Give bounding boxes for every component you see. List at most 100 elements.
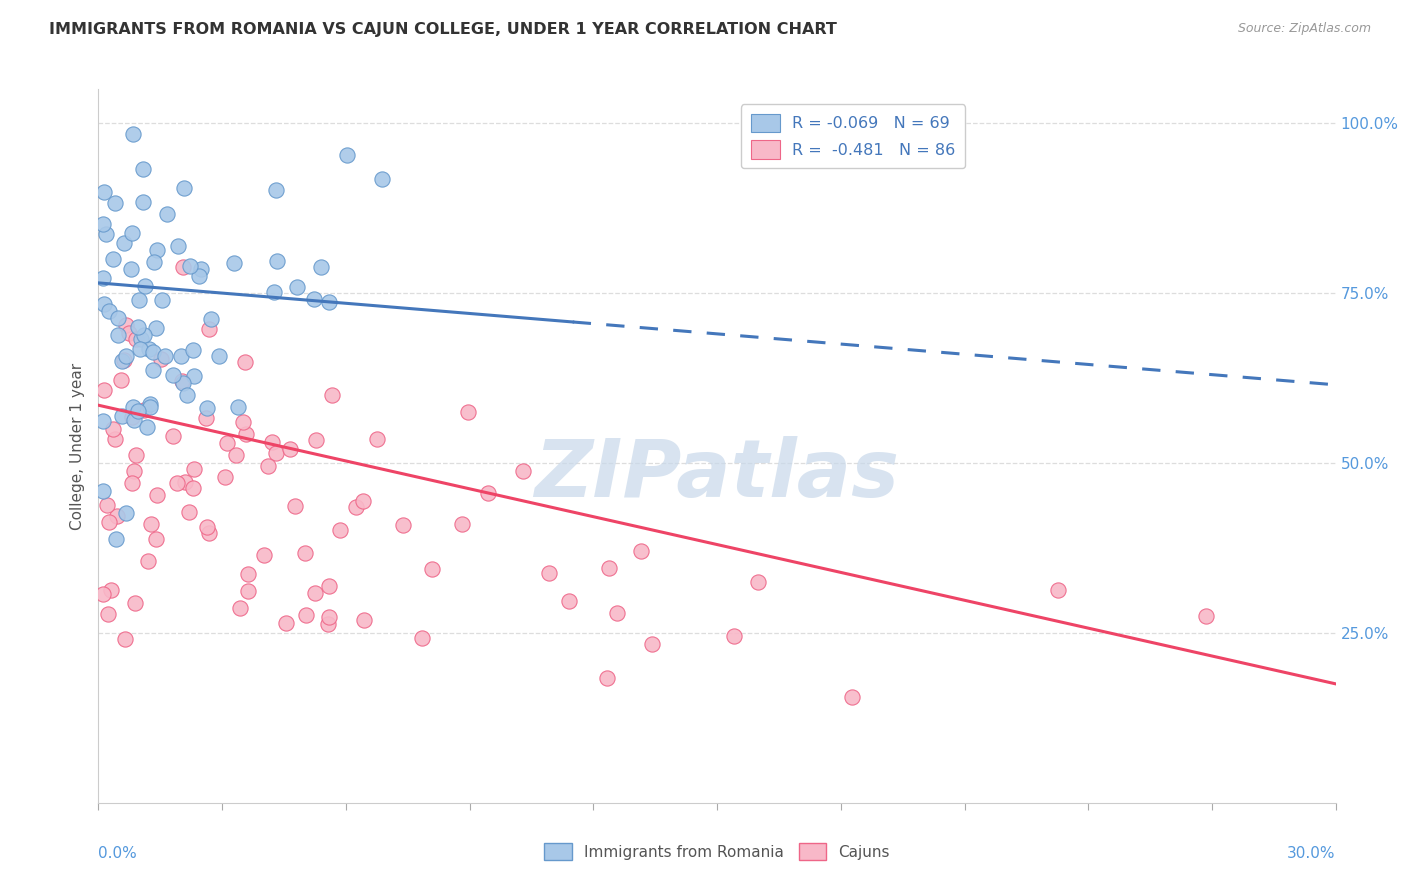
Point bbox=[263, 285, 285, 299]
Point bbox=[176, 387, 198, 401]
Point bbox=[262, 434, 284, 449]
Point bbox=[111, 409, 134, 424]
Text: Source: ZipAtlas.com: Source: ZipAtlas.com bbox=[1237, 22, 1371, 36]
Point bbox=[134, 279, 156, 293]
Point bbox=[169, 349, 191, 363]
Point bbox=[538, 566, 561, 581]
Point bbox=[121, 400, 143, 414]
Point bbox=[198, 526, 221, 541]
Point bbox=[121, 410, 143, 425]
Point bbox=[103, 422, 125, 436]
Point bbox=[103, 432, 125, 446]
Point bbox=[285, 280, 308, 294]
Point bbox=[302, 292, 325, 306]
Point bbox=[266, 254, 288, 268]
Point bbox=[174, 475, 197, 489]
Point bbox=[451, 516, 474, 531]
Point bbox=[122, 413, 145, 427]
Point bbox=[238, 583, 260, 598]
Point bbox=[153, 349, 176, 363]
Point bbox=[1046, 583, 1069, 598]
Point bbox=[97, 515, 120, 529]
Point bbox=[122, 127, 145, 141]
Point bbox=[162, 368, 184, 383]
Point bbox=[195, 520, 218, 534]
Point bbox=[225, 448, 247, 462]
Point bbox=[235, 427, 257, 442]
Point bbox=[366, 432, 388, 446]
Point bbox=[127, 404, 149, 418]
Point bbox=[100, 582, 122, 597]
Point bbox=[132, 327, 155, 342]
Point bbox=[294, 608, 316, 623]
Point bbox=[222, 256, 245, 270]
Point bbox=[145, 320, 167, 334]
Point bbox=[142, 363, 165, 377]
Point bbox=[309, 260, 332, 275]
Point bbox=[121, 226, 143, 240]
Point bbox=[179, 505, 201, 519]
Point bbox=[558, 593, 581, 607]
Point bbox=[112, 235, 135, 250]
Point bbox=[104, 196, 127, 211]
Point bbox=[150, 293, 173, 308]
Point bbox=[167, 239, 190, 253]
Point bbox=[129, 332, 152, 346]
Point bbox=[370, 172, 392, 186]
Point bbox=[172, 376, 194, 391]
Point bbox=[477, 486, 499, 500]
Point bbox=[228, 400, 250, 414]
Point bbox=[274, 615, 297, 630]
Point bbox=[352, 494, 374, 508]
Point bbox=[181, 481, 204, 495]
Point bbox=[179, 259, 201, 273]
Point bbox=[162, 429, 184, 443]
Point bbox=[91, 217, 114, 231]
Point bbox=[329, 523, 352, 537]
Point bbox=[91, 270, 114, 285]
Point bbox=[411, 631, 433, 645]
Point bbox=[132, 161, 155, 176]
Point bbox=[264, 446, 287, 460]
Point bbox=[200, 312, 222, 326]
Point bbox=[228, 601, 250, 615]
Point bbox=[747, 574, 769, 589]
Legend: Immigrants from Romania, Cajuns: Immigrants from Romania, Cajuns bbox=[538, 837, 896, 866]
Point bbox=[145, 532, 167, 546]
Point bbox=[284, 499, 307, 513]
Point bbox=[145, 488, 167, 502]
Point bbox=[136, 554, 159, 568]
Point bbox=[105, 532, 128, 546]
Point bbox=[318, 295, 340, 310]
Point bbox=[318, 610, 340, 624]
Point bbox=[232, 415, 254, 429]
Point bbox=[278, 442, 301, 457]
Point bbox=[111, 354, 134, 368]
Point bbox=[128, 293, 150, 308]
Point bbox=[208, 349, 231, 363]
Point bbox=[115, 350, 138, 364]
Point bbox=[1195, 609, 1218, 624]
Text: 30.0%: 30.0% bbox=[1288, 846, 1336, 861]
Point bbox=[336, 148, 359, 162]
Point bbox=[457, 405, 479, 419]
Point bbox=[183, 461, 205, 475]
Point bbox=[135, 419, 157, 434]
Point bbox=[138, 343, 160, 357]
Text: IMMIGRANTS FROM ROMANIA VS CAJUN COLLEGE, UNDER 1 YEAR CORRELATION CHART: IMMIGRANTS FROM ROMANIA VS CAJUN COLLEGE… bbox=[49, 22, 837, 37]
Point bbox=[318, 579, 340, 593]
Point bbox=[125, 332, 148, 346]
Point bbox=[215, 436, 238, 450]
Point bbox=[190, 262, 212, 277]
Point bbox=[187, 268, 209, 283]
Point bbox=[170, 374, 193, 388]
Point bbox=[195, 401, 218, 415]
Point bbox=[172, 260, 194, 275]
Point bbox=[630, 544, 652, 558]
Point bbox=[142, 255, 165, 269]
Point bbox=[110, 373, 132, 387]
Point bbox=[132, 195, 155, 210]
Point bbox=[166, 475, 188, 490]
Point bbox=[841, 690, 863, 704]
Point bbox=[183, 369, 205, 384]
